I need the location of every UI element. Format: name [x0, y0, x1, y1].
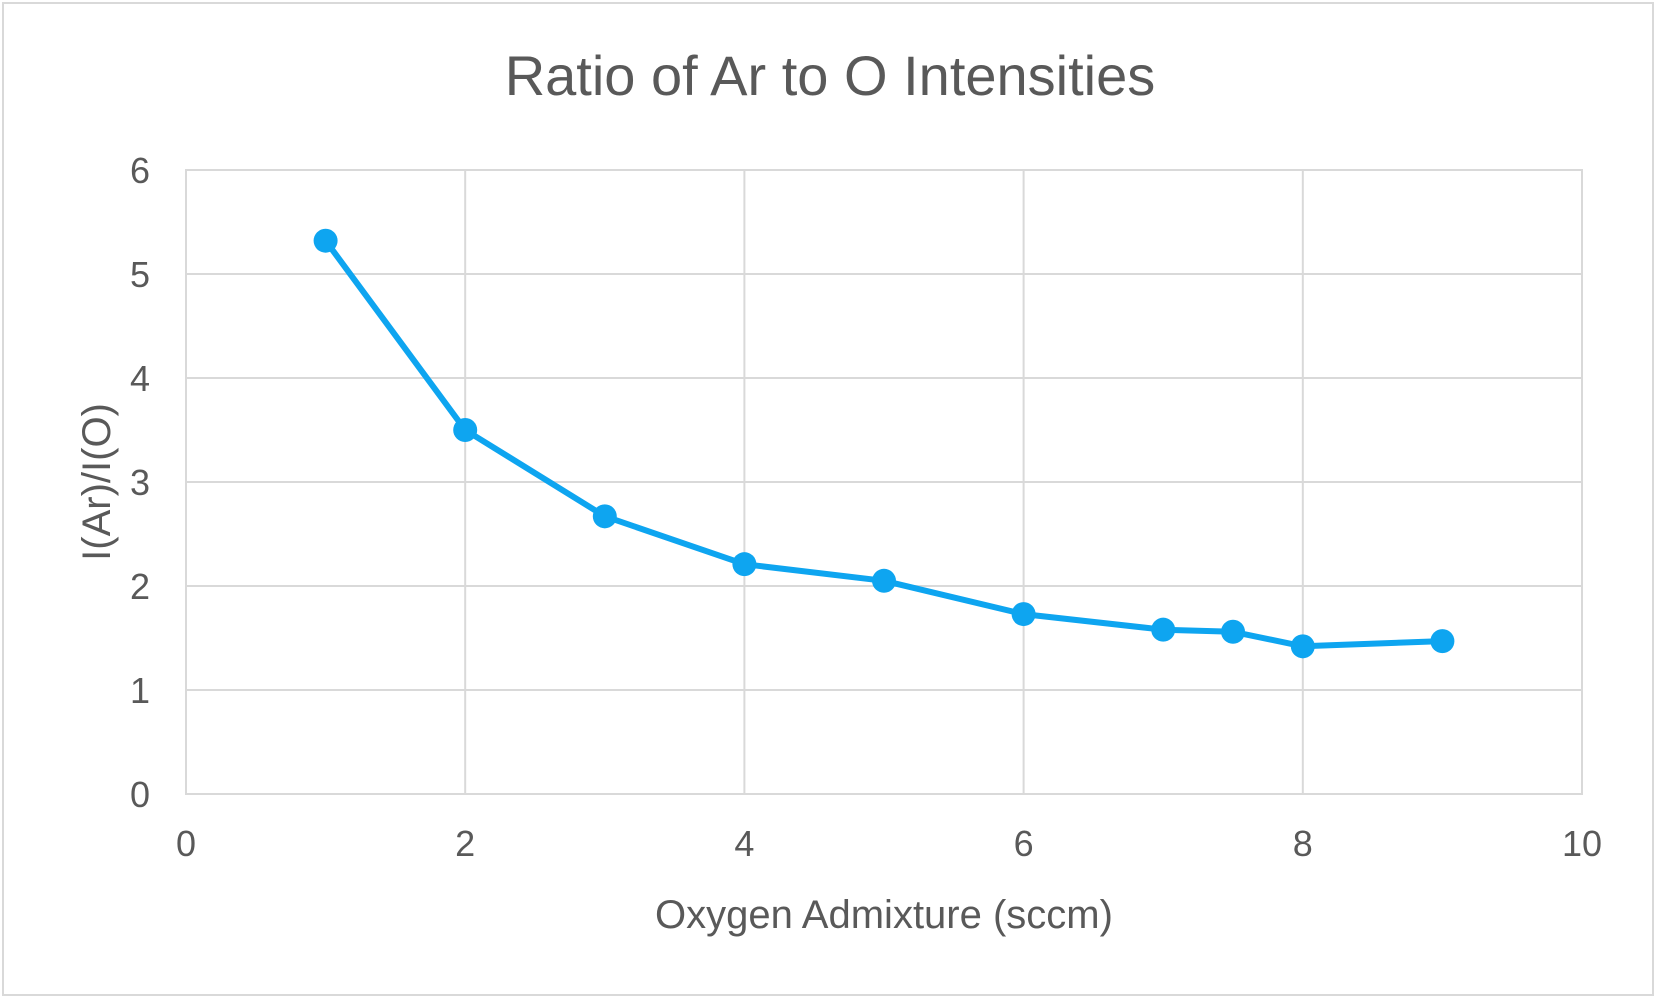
- chart-title: Ratio of Ar to O Intensities: [505, 44, 1156, 107]
- y-axis-title: I(Ar)/I(O): [75, 403, 119, 561]
- data-point: [872, 568, 896, 593]
- y-tick-label: 2: [130, 566, 150, 607]
- data-point: [1221, 619, 1245, 644]
- data-series: [313, 228, 1455, 659]
- data-point: [1151, 617, 1176, 642]
- y-tick-label: 3: [130, 462, 150, 503]
- x-tick-label: 4: [734, 823, 754, 864]
- data-point: [592, 504, 617, 529]
- data-point: [1011, 602, 1036, 627]
- data-point: [453, 418, 478, 442]
- y-tick-label: 5: [130, 254, 150, 295]
- x-tick-label: 2: [455, 823, 475, 864]
- x-tick-label: 6: [1014, 823, 1034, 864]
- y-tick-label: 1: [130, 670, 150, 711]
- data-point: [732, 552, 757, 577]
- y-axis-ticks: 0 1 2 3 4 5 6: [130, 150, 150, 815]
- y-tick-label: 4: [130, 358, 150, 399]
- data-point: [313, 228, 338, 253]
- x-tick-label: 8: [1293, 823, 1313, 864]
- data-point: [1430, 629, 1455, 654]
- x-tick-label: 10: [1562, 823, 1602, 864]
- plot-area: [185, 169, 1583, 795]
- x-axis-ticks: 0 2 4 6 8 10: [176, 823, 1602, 864]
- y-tick-label: 6: [130, 150, 150, 191]
- data-point: [1290, 634, 1315, 659]
- x-tick-label: 0: [176, 823, 196, 864]
- x-axis-title: Oxygen Admixture (sccm): [655, 893, 1113, 937]
- y-tick-label: 0: [130, 774, 150, 815]
- series-line: [322, 237, 1446, 650]
- gridlines: [185, 169, 1583, 795]
